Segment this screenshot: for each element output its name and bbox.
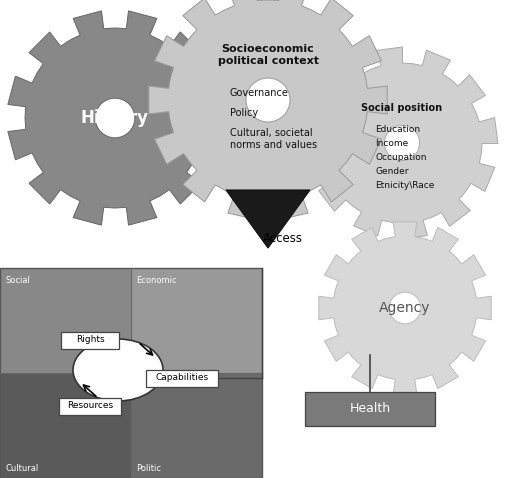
Text: Social position: Social position [361, 103, 443, 113]
Text: Cultural: Cultural [5, 464, 38, 473]
FancyBboxPatch shape [61, 332, 119, 348]
Text: Income: Income [375, 139, 408, 148]
Text: Economic: Economic [136, 276, 176, 285]
Text: Governance: Governance [230, 88, 289, 98]
Circle shape [95, 98, 135, 138]
Text: Occupation: Occupation [375, 153, 426, 162]
FancyBboxPatch shape [305, 392, 435, 426]
Circle shape [246, 78, 290, 122]
Bar [131, 373, 262, 478]
Text: Politic: Politic [136, 464, 161, 473]
Text: Capabilities: Capabilities [155, 373, 208, 382]
Ellipse shape [73, 339, 163, 401]
Text: Education: Education [375, 125, 420, 134]
Circle shape [389, 292, 421, 324]
Text: Gender: Gender [375, 167, 408, 176]
Text: Resources: Resources [67, 402, 113, 411]
Text: Access: Access [263, 231, 303, 245]
Polygon shape [149, 0, 387, 219]
Text: Etnicity\Race: Etnicity\Race [375, 181, 434, 190]
Polygon shape [226, 190, 310, 248]
FancyBboxPatch shape [146, 369, 218, 387]
Polygon shape [8, 11, 222, 225]
Polygon shape [319, 222, 491, 394]
Text: Cultural, societal
norms and values: Cultural, societal norms and values [230, 128, 317, 150]
Text: Socioeconomic
political context: Socioeconomic political context [217, 44, 319, 66]
Bar [0, 373, 131, 478]
Polygon shape [306, 47, 498, 239]
FancyBboxPatch shape [59, 398, 121, 414]
Circle shape [384, 125, 419, 161]
Text: Health: Health [350, 402, 391, 415]
Bar [0, 268, 262, 478]
Text: History: History [81, 109, 149, 127]
Text: Social: Social [5, 276, 30, 285]
Bar [0, 268, 131, 373]
Text: Policy: Policy [230, 108, 258, 118]
Text: Agency: Agency [379, 301, 430, 315]
Bar [131, 268, 262, 373]
Text: Rights: Rights [76, 336, 104, 345]
